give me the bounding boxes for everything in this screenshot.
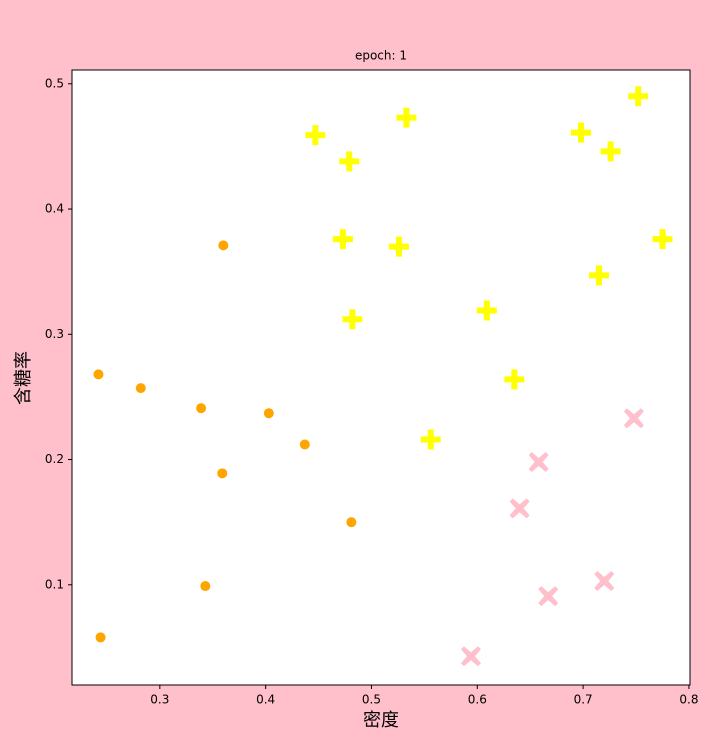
y-axis-title: 含糖率	[13, 351, 34, 405]
point	[342, 309, 363, 330]
point	[600, 141, 621, 162]
point	[623, 408, 644, 429]
point	[346, 517, 357, 528]
point	[135, 383, 146, 394]
x-tick-label: 0.3	[150, 693, 169, 707]
x-axis-title: 密度	[363, 710, 399, 731]
point	[218, 240, 229, 251]
y-tick-label: 0.3	[45, 327, 64, 341]
point	[504, 369, 525, 390]
point	[571, 122, 592, 143]
point	[628, 86, 649, 107]
point	[420, 429, 441, 450]
x-tick-label: 0.4	[256, 693, 275, 707]
point	[528, 452, 549, 473]
x-tick-label: 0.6	[468, 693, 487, 707]
point	[305, 125, 326, 146]
point	[332, 229, 353, 250]
point	[388, 236, 409, 257]
point	[538, 586, 559, 607]
point	[196, 403, 207, 414]
x-tick-label: 0.5	[362, 693, 381, 707]
x-tick-label: 0.7	[574, 693, 593, 707]
point	[263, 408, 274, 419]
plot-area	[71, 69, 691, 686]
y-tick-label: 0.2	[45, 452, 64, 466]
point	[299, 439, 310, 450]
point	[509, 498, 530, 519]
point	[93, 369, 104, 380]
point	[460, 646, 481, 667]
point	[339, 151, 360, 172]
point	[95, 632, 106, 643]
chart-title: epoch: 1	[355, 49, 407, 63]
point	[588, 265, 609, 286]
point	[217, 468, 228, 479]
point	[652, 229, 673, 250]
point	[396, 107, 417, 128]
y-tick-label: 0.4	[45, 202, 64, 216]
x-tick-label: 0.8	[679, 693, 698, 707]
y-tick-label: 0.5	[45, 76, 64, 90]
point	[200, 581, 211, 592]
point	[476, 300, 497, 321]
y-tick-label: 0.1	[45, 577, 64, 591]
point	[594, 571, 615, 592]
